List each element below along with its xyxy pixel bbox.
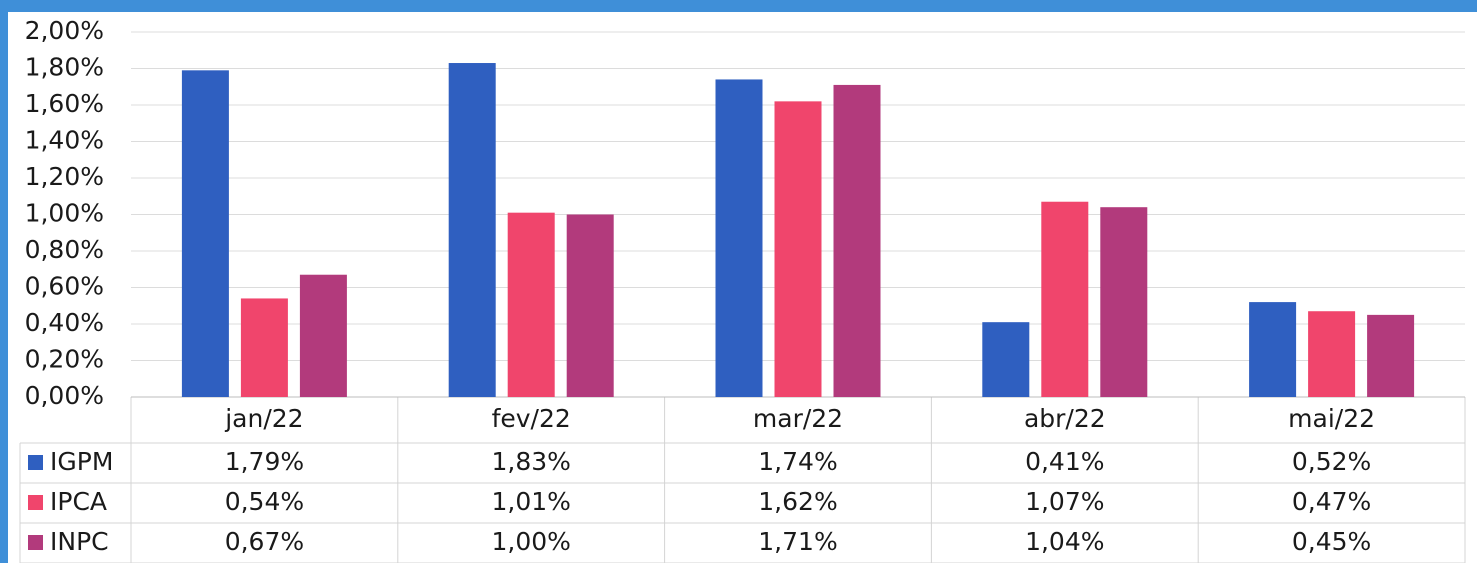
y-tick-label: 1,80%: [25, 53, 104, 82]
bar: [1367, 314, 1415, 397]
bar: [774, 101, 822, 397]
y-tick-label: 2,00%: [25, 16, 104, 45]
table-value: 1,79%: [225, 447, 304, 476]
x-tick-label: jan/22: [224, 404, 303, 433]
table-value: 1,04%: [1025, 527, 1104, 556]
legend-label: INPC: [50, 527, 109, 556]
y-tick-label: 0,40%: [25, 308, 104, 337]
table-value: 0,52%: [1292, 447, 1371, 476]
table-value: 1,71%: [758, 527, 837, 556]
table-value: 0,45%: [1292, 527, 1371, 556]
bar: [507, 212, 555, 397]
x-tick-label: fev/22: [492, 404, 571, 433]
table-value: 1,00%: [491, 527, 570, 556]
x-tick-label: mar/22: [753, 404, 843, 433]
bar: [1041, 201, 1089, 397]
table-value: 1,01%: [491, 487, 570, 516]
table-value: 0,67%: [225, 527, 304, 556]
bar: [833, 84, 881, 398]
bar: [448, 63, 496, 398]
table-value: 0,47%: [1292, 487, 1371, 516]
bar: [181, 70, 229, 397]
table-value: 1,07%: [1025, 487, 1104, 516]
bar: [1308, 311, 1356, 397]
y-tick-label: 0,00%: [25, 381, 104, 410]
bar: [715, 79, 763, 397]
y-tick-label: 0,80%: [25, 235, 104, 264]
table-value: 1,74%: [758, 447, 837, 476]
bar: [240, 298, 288, 397]
legend-swatch: [28, 455, 43, 470]
y-tick-label: 1,20%: [25, 162, 104, 191]
bar: [982, 322, 1030, 397]
bar: [1100, 207, 1148, 397]
table-value: 0,41%: [1025, 447, 1104, 476]
x-tick-label: mai/22: [1288, 404, 1375, 433]
bar: [566, 214, 614, 397]
y-tick-label: 1,40%: [25, 126, 104, 155]
bar: [1249, 302, 1297, 397]
legend-label: IPCA: [50, 487, 107, 516]
y-tick-label: 0,20%: [25, 345, 104, 374]
x-tick-label: abr/22: [1024, 404, 1106, 433]
legend-swatch: [28, 495, 43, 510]
legend-swatch: [28, 535, 43, 550]
table-value: 1,83%: [491, 447, 570, 476]
y-tick-label: 1,00%: [25, 199, 104, 228]
bar: [299, 274, 347, 397]
table-value: 1,62%: [758, 487, 837, 516]
legend-label: IGPM: [50, 447, 113, 476]
y-tick-label: 1,60%: [25, 89, 104, 118]
table-value: 0,54%: [225, 487, 304, 516]
y-tick-label: 0,60%: [25, 272, 104, 301]
